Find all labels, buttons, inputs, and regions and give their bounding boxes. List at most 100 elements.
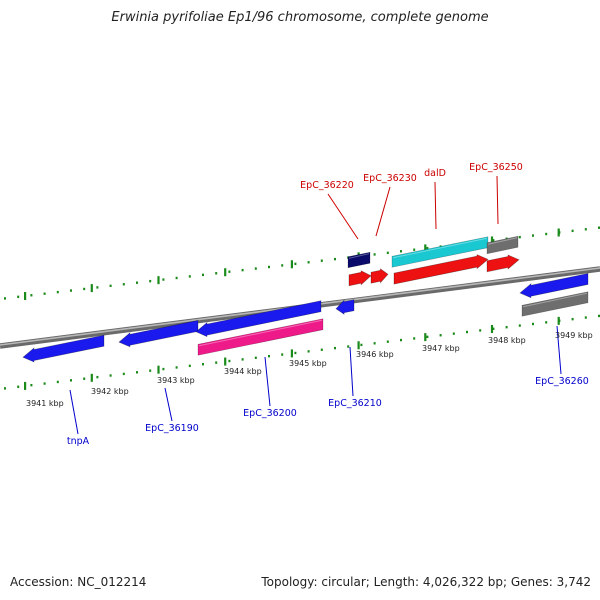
tick-mark: [224, 357, 227, 366]
tick-dot: [228, 270, 231, 273]
tick-dot: [254, 267, 257, 270]
tick-dot: [4, 297, 6, 300]
gene-label-EpC_36190[interactable]: EpC_36190: [145, 423, 199, 434]
product-EpC_36220[interactable]: [347, 251, 371, 269]
gene-EpC_36230[interactable]: [370, 268, 389, 284]
leader-line: [434, 181, 437, 230]
gene-label-dalD[interactable]: dalD: [424, 168, 446, 179]
tick-dot: [70, 379, 72, 382]
gene-EpC_36260[interactable]: [519, 273, 589, 299]
product-EpC_36200[interactable]: [197, 318, 324, 356]
gene-label-EpC_36230[interactable]: EpC_36230: [363, 173, 417, 184]
tick-dot: [373, 342, 376, 345]
product-EpC_36200-shine: [198, 319, 323, 347]
tick-dot: [360, 343, 363, 347]
gene-EpC_36210[interactable]: [335, 299, 355, 315]
tick-dot: [202, 363, 204, 366]
tick-dot: [56, 290, 59, 294]
gene-label-EpC_36250[interactable]: EpC_36250: [469, 162, 523, 173]
tick-labels: 3941 kbp 3942 kbp 3943 kbp 3944 kbp 3945 kbp…: [26, 331, 593, 408]
leader-line: [496, 175, 499, 225]
tick-dot: [268, 265, 270, 269]
tick-mark: [490, 236, 494, 245]
tick-dot: [30, 383, 33, 387]
tick-dot: [532, 322, 534, 326]
tick-dot: [347, 345, 350, 348]
gene-label-EpC_36220[interactable]: EpC_36220: [300, 180, 354, 191]
gene-label-tnpA[interactable]: tnpA: [67, 436, 90, 447]
tick-dot: [254, 356, 257, 359]
tick-dot: [17, 295, 20, 299]
leader-line: [164, 387, 173, 422]
tick-dot: [149, 369, 152, 372]
tick-dot: [175, 276, 178, 280]
tick-dot: [413, 337, 416, 340]
gene-features: [22, 235, 589, 363]
tick-dot: [109, 374, 112, 377]
tick-dot: [545, 232, 548, 236]
tick-marks: [24, 228, 560, 390]
gene-EpC_36200[interactable]: [195, 300, 322, 338]
tick-dot: [215, 272, 218, 275]
tick-dot: [241, 358, 244, 361]
gene-labels: EpC_36220 EpC_36230 dalD EpC_36250 tnpA EpC_3…: [67, 162, 589, 447]
tick-dot: [96, 286, 99, 289]
tick-dot: [268, 354, 270, 358]
tick-dot: [518, 324, 521, 327]
gene-EpC_36250[interactable]: [486, 254, 520, 273]
gene-EpC_36220[interactable]: [348, 270, 372, 287]
product-EpC_36260[interactable]: [521, 291, 589, 317]
gene-dalD[interactable]: [393, 254, 489, 285]
tick-dot: [598, 314, 600, 318]
tick-dot: [188, 275, 191, 278]
tick-dot: [307, 261, 310, 264]
tick-dot: [202, 273, 204, 277]
tick-dot: [492, 327, 495, 331]
topology-label: Topology: circular; Length: 4,026,322 bp…: [261, 575, 591, 589]
leader-line: [556, 325, 562, 375]
tick-dot: [56, 380, 59, 384]
tick-mark: [24, 381, 27, 390]
tick-dot: [136, 281, 138, 284]
tick-dot: [175, 366, 178, 369]
product-EpC_36260-shine: [522, 292, 588, 308]
leader-line: [349, 346, 354, 397]
tick-dot: [294, 351, 297, 355]
tick-dot: [83, 287, 86, 291]
tick-mark: [557, 228, 560, 237]
tick-dot: [571, 229, 574, 233]
gene-label-EpC_36210[interactable]: EpC_36210: [328, 398, 382, 409]
gene-EpC_36190[interactable]: [118, 319, 199, 348]
tick-dot: [492, 239, 495, 242]
tick-label: 3948 kbp: [488, 336, 526, 345]
tick-mark: [290, 349, 293, 358]
map-title: Erwinia pyrifoliae Ep1/96 chromosome, co…: [111, 10, 489, 25]
tick-dot: [70, 289, 72, 292]
tick-dot: [109, 284, 112, 288]
product-EpC_36220-shine: [348, 253, 370, 259]
product-EpC_36250[interactable]: [486, 235, 519, 255]
tick-dot: [188, 364, 191, 368]
leader-line: [375, 186, 391, 237]
tick-dot: [307, 350, 310, 353]
tick-dot: [241, 268, 244, 272]
tick-dot: [30, 294, 33, 297]
gene-label-EpC_36260[interactable]: EpC_36260: [535, 376, 589, 387]
tick-dot: [334, 257, 336, 261]
tick-mark: [157, 365, 160, 374]
tick-dot: [136, 371, 138, 374]
tick-dot: [281, 353, 284, 356]
tick-dot: [83, 377, 86, 380]
tick-dot: [413, 248, 416, 251]
tick-dot: [598, 226, 600, 229]
tick-label: 3947 kbp: [422, 344, 460, 353]
tick-mark: [24, 292, 27, 301]
gene-label-EpC_36200[interactable]: EpC_36200: [243, 408, 297, 419]
product-EpC_36250-shine: [487, 237, 518, 245]
leader-line: [69, 389, 79, 435]
gene-tnpA[interactable]: [22, 334, 105, 363]
tick-mark: [490, 324, 494, 333]
tick-dot: [162, 278, 165, 281]
